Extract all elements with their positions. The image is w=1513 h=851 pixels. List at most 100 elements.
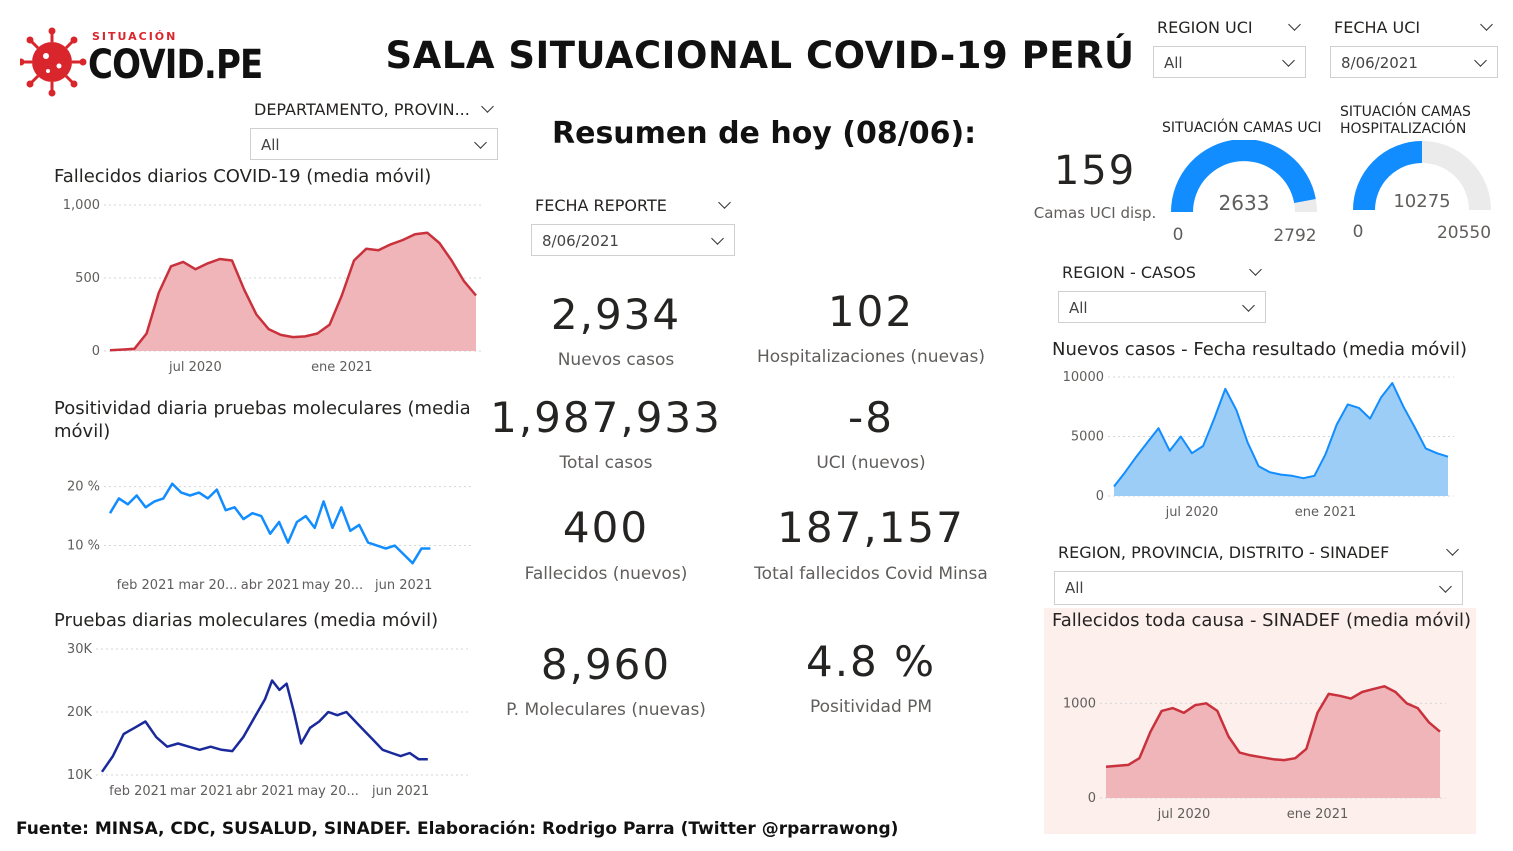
gauge-uci-min: 0 <box>1173 225 1184 245</box>
series-line <box>108 482 431 565</box>
region-sinadef-dropdown[interactable]: All <box>1054 571 1463 605</box>
region-casos-value: All <box>1069 299 1088 317</box>
x-tick-label: jul 2020 <box>1157 807 1211 822</box>
camas-uci-disp-label: Camas UCI disp. <box>1033 204 1157 222</box>
kpi-positividad-label: Positividad PM <box>809 697 933 717</box>
kpi-positividad-value: 4.8 % <box>805 637 937 686</box>
y-tick-label: 0 <box>1088 791 1096 806</box>
chevron-down-icon <box>711 232 724 245</box>
departamento-label: DEPARTAMENTO, PROVIN... <box>254 100 470 119</box>
chart-title-positividad: Positividad diaria pruebas moleculares (… <box>54 398 471 442</box>
x-tick-label: ene 2021 <box>311 360 372 375</box>
chevron-down-icon[interactable] <box>1288 18 1301 31</box>
kpi-total-casos-value: 1,987,933 <box>490 393 722 442</box>
chart-pruebas: 10K 20K 30K feb 2021 mar 2021 abr 2021 may 20.… <box>67 642 470 799</box>
kpi-total-casos-label: Total casos <box>559 453 653 473</box>
chevron-down-icon[interactable] <box>1446 543 1459 556</box>
x-tick-label: may 20... <box>298 784 359 799</box>
gauge-hosp-value: 10275 <box>1393 191 1450 212</box>
kpi-nuevos-casos-label: Nuevos casos <box>557 350 675 370</box>
x-tick-label: jul 2020 <box>1165 505 1219 520</box>
gauge-hosp-min: 0 <box>1353 222 1364 242</box>
region-sinadef-label: REGION, PROVINCIA, DISTRITO - SINADEF <box>1058 543 1390 562</box>
y-tick-label: 30K <box>67 642 93 657</box>
region-sinadef-value: All <box>1065 579 1084 597</box>
chart-sinadef: 0 1000 jul 2020 ene 2021 <box>1063 685 1446 822</box>
chevron-down-icon[interactable] <box>718 196 731 209</box>
y-tick-label: 20 % <box>67 480 100 495</box>
x-tick-label: feb 2021 <box>109 784 167 799</box>
kpi-pruebas-value: 8,960 <box>540 640 672 689</box>
gauge-hosp-fill <box>1353 141 1423 211</box>
fecha-reporte-dropdown[interactable]: 8/06/2021 <box>531 224 735 256</box>
x-tick-label: ene 2021 <box>1295 505 1356 520</box>
departamento-value: All <box>261 136 280 154</box>
logo-small-text: SITUACIÓN <box>92 30 178 43</box>
chevron-down-icon <box>1474 54 1487 67</box>
kpi-fallecidos-label: Fallecidos (nuevos) <box>524 564 688 584</box>
x-tick-label: may 20... <box>302 578 363 593</box>
fecha-uci-label: FECHA UCI <box>1334 18 1421 37</box>
region-uci-dropdown[interactable]: All <box>1153 46 1306 78</box>
gauge-hosp-title-line1: SITUACIÓN CAMAS <box>1340 104 1471 120</box>
chevron-down-icon <box>474 136 487 149</box>
footer-source: Fuente: MINSA, CDC, SUSALUD, SINADEF. El… <box>16 819 899 839</box>
x-tick-label: abr 2021 <box>241 578 300 593</box>
series-area <box>110 232 476 351</box>
chart-title-nuevos-casos: Nuevos casos - Fecha resultado (media mó… <box>1052 339 1467 360</box>
gauge-uci: 2633 0 2792 <box>1171 140 1317 246</box>
x-tick-label: jun 2021 <box>374 578 432 593</box>
fecha-reporte-label: FECHA REPORTE <box>535 196 667 215</box>
x-tick-label: feb 2021 <box>117 578 175 593</box>
kpi-hospitalizaciones-value: 102 <box>827 287 915 336</box>
series-area <box>1114 383 1448 496</box>
chevron-down-icon[interactable] <box>1480 18 1493 31</box>
y-tick-label: 10000 <box>1063 370 1104 385</box>
series-line <box>109 231 477 352</box>
series-line <box>1105 685 1441 769</box>
x-tick-label: mar 2021 <box>170 784 233 799</box>
x-tick-label: ene 2021 <box>1287 807 1348 822</box>
chart-nuevos-casos: 0 5000 10000 jul 2020 ene 2021 <box>1063 370 1454 520</box>
gauge-hosp: 10275 0 20550 <box>1353 141 1491 243</box>
y-tick-label: 500 <box>75 271 100 286</box>
summary-title: Resumen de hoy (08/06): <box>552 116 977 151</box>
x-tick-label: jun 2021 <box>371 784 429 799</box>
camas-uci-disp-value: 159 <box>1053 148 1137 194</box>
chart-title-sinadef: Fallecidos toda causa - SINADEF (media m… <box>1052 610 1472 631</box>
kpi-nuevos-casos-value: 2,934 <box>550 290 682 339</box>
kpi-total-fallecidos-label: Total fallecidos Covid Minsa <box>754 564 988 584</box>
chart-fallecidos: 0 500 1,000 jul 2020 ene 2021 <box>63 198 482 375</box>
departamento-dropdown[interactable]: All <box>250 128 498 160</box>
kpi-total-fallecidos-value: 187,157 <box>777 503 965 552</box>
chevron-down-icon[interactable] <box>481 100 494 113</box>
gauge-uci-max: 2792 <box>1273 226 1316 246</box>
y-tick-label: 5000 <box>1071 430 1104 445</box>
chart-title-fallecidos: Fallecidos diarios COVID-19 (media móvil… <box>54 166 432 187</box>
page-title: SALA SITUACIONAL COVID-19 PERÚ <box>385 34 1135 77</box>
y-tick-label: 10 % <box>67 539 100 554</box>
fecha-uci-value: 8/06/2021 <box>1341 54 1418 72</box>
y-tick-label: 1,000 <box>63 198 100 213</box>
y-tick-label: 20K <box>67 705 93 720</box>
region-uci-label: REGION UCI <box>1157 18 1253 37</box>
chevron-down-icon <box>1242 299 1255 312</box>
kpi-pruebas-label: P. Moleculares (nuevas) <box>506 700 706 720</box>
gauge-hosp-max: 20550 <box>1437 223 1491 243</box>
region-casos-label: REGION - CASOS <box>1062 263 1196 282</box>
fecha-uci-dropdown[interactable]: 8/06/2021 <box>1330 46 1498 78</box>
y-tick-label: 0 <box>1096 489 1104 504</box>
chart-title-pruebas: Pruebas diarias moleculares (media móvil… <box>54 610 439 631</box>
covid-virus-icon <box>17 27 87 97</box>
chevron-down-icon <box>1439 580 1452 593</box>
series-line <box>100 679 428 773</box>
logo-big-text: COVID.PE <box>88 42 263 88</box>
x-tick-label: abr 2021 <box>236 784 295 799</box>
chevron-down-icon[interactable] <box>1249 263 1262 276</box>
kpi-fallecidos-value: 400 <box>562 503 650 552</box>
x-tick-label: jul 2020 <box>168 360 222 375</box>
chart-positividad: 10 % 20 % feb 2021 mar 20... abr 2021 may 20.… <box>67 480 472 593</box>
y-tick-label: 0 <box>92 344 100 359</box>
region-uci-value: All <box>1164 54 1183 72</box>
region-casos-dropdown[interactable]: All <box>1058 291 1266 323</box>
